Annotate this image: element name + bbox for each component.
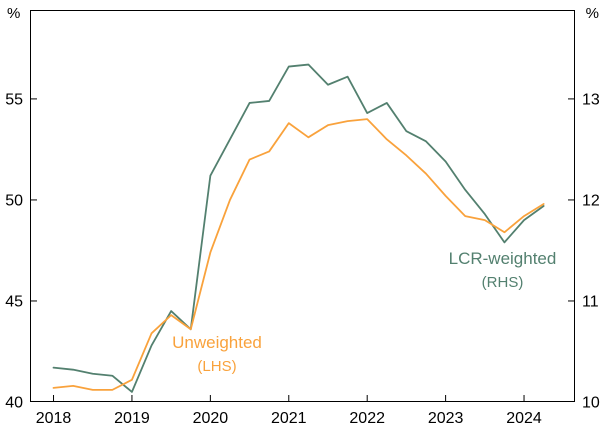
svg-text:40: 40 [5, 395, 23, 412]
svg-text:13: 13 [582, 91, 600, 108]
left-axis-unit-label: % [7, 5, 21, 22]
unweighted-annotation: Unweighted (LHS) [152, 331, 282, 377]
svg-text:45: 45 [5, 293, 23, 310]
right-axis-unit-label: % [585, 5, 599, 22]
lcr-weighted-annotation-axis: (RHS) [481, 273, 524, 291]
svg-text:2019: 2019 [114, 410, 150, 427]
svg-text:55: 55 [5, 91, 23, 108]
svg-text:11: 11 [582, 293, 599, 310]
svg-text:2023: 2023 [428, 410, 464, 427]
svg-text:10: 10 [582, 395, 600, 412]
svg-text:2018: 2018 [36, 410, 72, 427]
svg-text:12: 12 [582, 192, 600, 209]
unweighted-annotation-name: Unweighted [172, 333, 262, 352]
svg-text:2021: 2021 [271, 410, 307, 427]
svg-text:50: 50 [5, 192, 23, 209]
svg-text:2020: 2020 [193, 410, 229, 427]
svg-text:2024: 2024 [506, 410, 542, 427]
lcr-weighted-annotation: LCR-weighted (RHS) [430, 247, 575, 293]
unweighted-annotation-axis: (LHS) [197, 357, 237, 375]
svg-text:2022: 2022 [349, 410, 385, 427]
lcr-weighted-annotation-name: LCR-weighted [448, 249, 557, 268]
